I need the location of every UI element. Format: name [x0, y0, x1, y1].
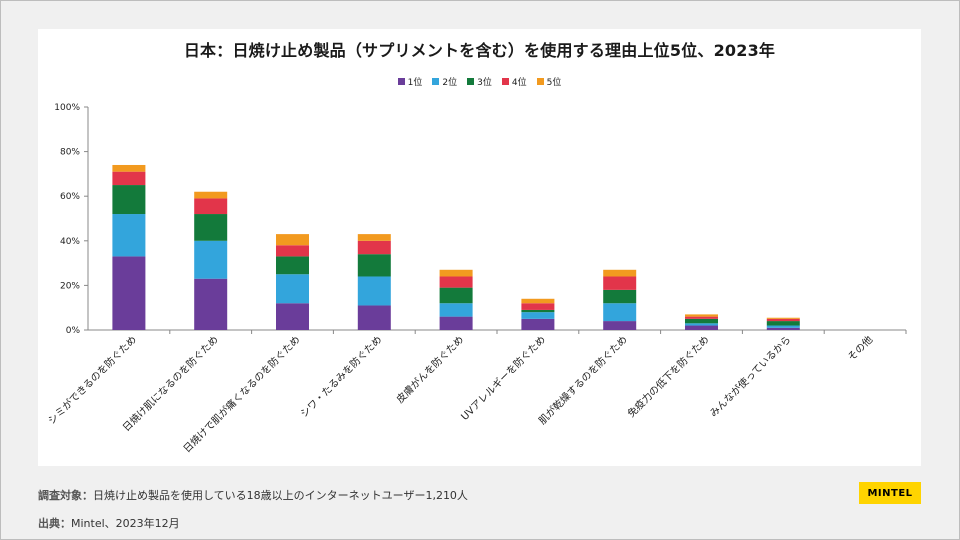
bar-segment: [439, 269, 473, 277]
legend-swatch: [432, 78, 440, 85]
legend-item: 4位: [501, 75, 527, 88]
mintel-logo: MINTEL: [859, 482, 921, 504]
bar-segment: [276, 303, 309, 330]
chart-panel: 日本：日焼け止め製品（サプリメントを含む）を使用する理由上位5位、2023年 1…: [38, 29, 921, 466]
bar-segment: [685, 325, 718, 330]
chart-legend: 1位 2位 3位 4位 5位: [38, 75, 921, 88]
bar-segment: [439, 303, 473, 317]
y-tick-label: 100%: [54, 103, 80, 113]
bar-segment: [276, 245, 309, 257]
x-category-label: その他: [845, 333, 875, 363]
bar-segment: [603, 321, 637, 330]
legend-label: 1位: [407, 78, 423, 88]
chart-title: 日本：日焼け止め製品（サプリメントを含む）を使用する理由上位5位、2023年: [183, 41, 776, 60]
bar-segment: [439, 316, 473, 330]
bar-segment: [603, 303, 637, 322]
bar-segment: [521, 318, 555, 330]
bar-segment: [685, 318, 718, 324]
source-label: 出典：: [38, 517, 71, 530]
survey-note: 調査対象：日焼け止め製品を使用している18歳以上のインターネットユーザー1,21…: [38, 487, 468, 503]
bar-segment: [194, 198, 228, 215]
y-tick-label: 40%: [60, 237, 80, 247]
bar-segment: [439, 287, 473, 304]
bar-segment: [276, 234, 309, 246]
legend-swatch: [536, 78, 544, 85]
source-text: Mintel、2023年12月: [71, 517, 180, 530]
bar-segment: [603, 269, 637, 277]
chart-plot-area: 0% 20% 40% 60% 80% 100% シミができるのを防ぐため日焼け肌になるのを防…: [45, 103, 907, 455]
bar-segment: [357, 254, 391, 277]
bar-segment: [357, 305, 391, 330]
bar-segment: [766, 317, 800, 319]
bar-segment: [521, 312, 555, 319]
bar-segment: [766, 321, 800, 326]
bar-segment: [685, 323, 718, 326]
legend-item: 2位: [432, 75, 457, 88]
bar-segment: [112, 164, 146, 172]
bar-segment: [521, 303, 555, 310]
legend-swatch: [501, 78, 509, 85]
x-category-label: 肌が乾燥するのを防ぐため: [536, 333, 630, 427]
x-category-label: 皮膚がんを防ぐため: [393, 333, 466, 406]
x-category-label: 免疫力の低下を防ぐため: [625, 333, 712, 420]
x-category-label: UVアレルギーを防ぐため: [458, 333, 548, 423]
bar-segment: [194, 278, 228, 330]
bar-segment: [766, 318, 800, 322]
survey-label: 調査対象：: [38, 489, 93, 502]
legend-swatch: [467, 78, 475, 85]
legend-item: 1位: [397, 75, 423, 88]
bar-segment: [685, 314, 718, 317]
bar-segment: [685, 316, 718, 319]
bar-segment: [112, 185, 146, 215]
bar-segment: [766, 325, 800, 328]
legend-label: 2位: [442, 78, 458, 88]
legend-item: 3位: [467, 75, 492, 88]
x-category-label: シミができるのを防ぐため: [45, 333, 139, 427]
bar-segment: [766, 327, 800, 330]
x-category-label: みんなが使っているから: [707, 333, 794, 420]
bar-segment: [521, 298, 555, 304]
legend-label: 4位: [511, 78, 527, 88]
survey-text: 日焼け止め製品を使用している18歳以上のインターネットユーザー1,210人: [93, 489, 468, 502]
x-category-label: シワ・たるみを防ぐため: [297, 333, 384, 420]
source-note: 出典：Mintel、2023年12月: [38, 515, 180, 531]
bar-segment: [357, 240, 391, 255]
bar-segment: [276, 274, 309, 304]
bar-segment: [112, 214, 146, 257]
bar-segment: [521, 309, 555, 313]
bar-segment: [439, 276, 473, 288]
bar-segment: [194, 214, 228, 241]
y-tick-label: 80%: [60, 148, 80, 158]
bar-segment: [112, 171, 146, 186]
y-tick-label: 0%: [66, 326, 81, 336]
y-tick-label: 60%: [60, 192, 80, 202]
legend-swatch: [397, 78, 405, 85]
bar-segment: [357, 234, 391, 241]
bar-segment: [276, 256, 309, 275]
bar-segment: [194, 240, 228, 279]
bar-segment: [112, 256, 146, 330]
bar-segment: [603, 289, 637, 304]
x-category-label: 日焼け肌になるのを防ぐため: [120, 333, 221, 434]
bar-segment: [357, 276, 391, 306]
legend-item: 5位: [536, 75, 562, 88]
legend-label: 5位: [546, 78, 562, 88]
bar-segment: [603, 276, 637, 290]
bar-segment: [194, 191, 228, 199]
legend-label: 3位: [477, 78, 492, 88]
y-tick-label: 20%: [60, 281, 80, 291]
